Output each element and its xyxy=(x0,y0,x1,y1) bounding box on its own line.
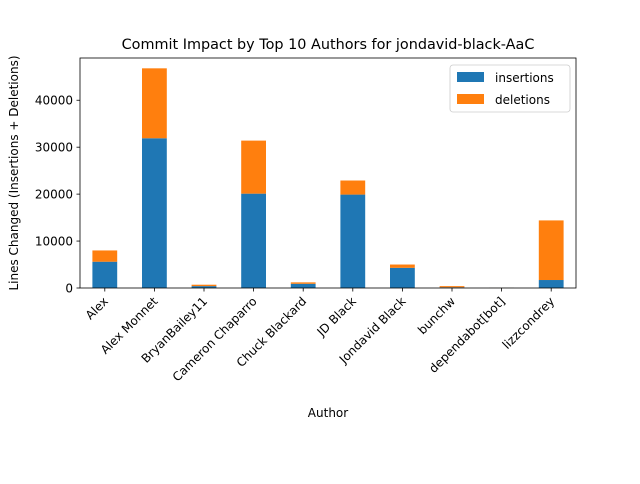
y-tick-label-3: 30000 xyxy=(35,141,73,155)
bar-insertions-3 xyxy=(241,194,266,288)
y-tick-label-2: 20000 xyxy=(35,188,73,202)
bar-deletions-3 xyxy=(241,141,266,194)
bar-deletions-5 xyxy=(340,181,365,195)
legend-swatch-deletions xyxy=(457,94,484,104)
bar-deletions-0 xyxy=(92,250,117,261)
x-tick-label-0: Alex xyxy=(83,294,111,322)
bar-insertions-9 xyxy=(539,280,564,288)
legend-swatch-insertions xyxy=(457,72,484,82)
y-tick-label-0: 0 xyxy=(65,282,73,296)
bar-deletions-7 xyxy=(440,286,465,287)
bar-insertions-1 xyxy=(142,138,167,288)
y-tick-label-1: 10000 xyxy=(35,235,73,249)
bar-deletions-6 xyxy=(390,265,415,268)
legend-label-insertions: insertions xyxy=(495,71,554,85)
bar-insertions-6 xyxy=(390,268,415,288)
legend-label-deletions: deletions xyxy=(495,93,550,107)
x-tick-label-7: bunchw xyxy=(415,294,458,337)
x-tick-label-9: lizzcondrey xyxy=(500,294,558,352)
y-tick-label-4: 40000 xyxy=(35,94,73,108)
bar-insertions-0 xyxy=(92,262,117,288)
chart-title: Commit Impact by Top 10 Authors for jond… xyxy=(122,37,535,53)
x-tick-label-3: Cameron Chaparro xyxy=(170,294,260,384)
x-axis-label: Author xyxy=(308,406,348,420)
y-tick-layer: 0 10000 20000 30000 40000 xyxy=(35,94,80,296)
x-tick-label-5: JD Black xyxy=(314,294,359,339)
bar-insertions-4 xyxy=(291,284,316,288)
bar-deletions-4 xyxy=(291,282,316,283)
bar-insertions-5 xyxy=(340,195,365,288)
legend: insertions deletions xyxy=(450,65,570,112)
bar-deletions-2 xyxy=(192,285,217,286)
bar-deletions-1 xyxy=(142,68,167,138)
bar-deletions-9 xyxy=(539,220,564,280)
y-axis-label: Lines Changed (Insertions + Deletions) xyxy=(7,55,21,290)
